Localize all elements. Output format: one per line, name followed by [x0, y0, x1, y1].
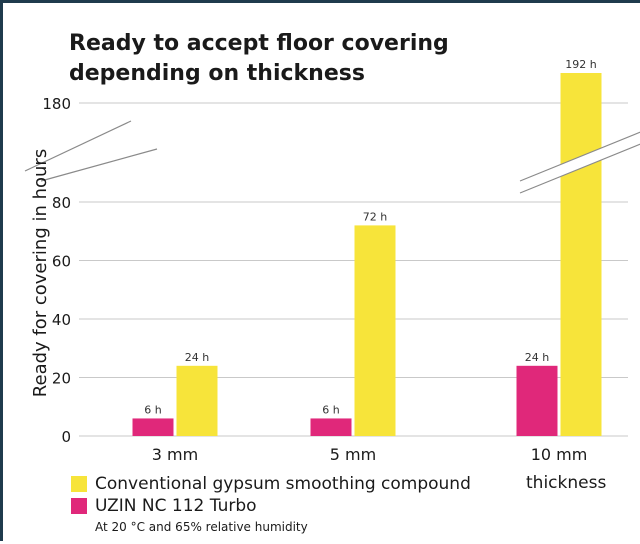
legend-label-gypsum: Conventional gypsum smoothing compound	[95, 474, 471, 494]
data-label: 24 h	[185, 351, 209, 364]
x-tick-label: 10 mm	[531, 445, 588, 464]
legend-swatch-gypsum	[71, 476, 87, 492]
axis-break-mark	[40, 148, 158, 182]
chart-title: Ready to accept floor covering depending…	[69, 29, 449, 89]
legend-label-uzin: UZIN NC 112 Turbo	[95, 496, 257, 516]
data-label: 6 h	[144, 403, 161, 416]
bar-break-band	[520, 132, 640, 193]
bar-gypsum	[354, 225, 396, 436]
data-label: 6 h	[322, 403, 339, 416]
data-label: 72 h	[363, 210, 387, 223]
legend: Conventional gypsum smoothing compound U…	[71, 473, 471, 517]
title-line-1: Ready to accept floor covering	[69, 31, 449, 56]
data-label: 24 h	[525, 351, 549, 364]
bar-uzin	[310, 418, 352, 436]
legend-item-uzin: UZIN NC 112 Turbo	[71, 495, 471, 517]
y-tick-label: 180	[42, 95, 71, 113]
y-tick-label: 20	[52, 370, 71, 388]
data-label: 192 h	[565, 58, 596, 71]
legend-item-gypsum: Conventional gypsum smoothing compound	[71, 473, 471, 495]
x-tick-label: 3 mm	[152, 445, 198, 464]
title-line-2: depending on thickness	[69, 61, 365, 86]
axis-break-mark	[24, 120, 132, 172]
y-axis-label: Ready for covering in hours	[30, 149, 51, 397]
axis-break-mark	[519, 131, 640, 182]
x-axis-label: thickness	[526, 473, 607, 493]
bar-gypsum	[176, 365, 218, 436]
y-tick-label: 40	[52, 311, 71, 329]
bar-uzin	[516, 365, 558, 436]
bar-chart: 0 20 40 60 80 180 Ready for covering in hours 6…	[24, 58, 640, 464]
y-tick-label: 0	[61, 428, 71, 446]
conditions-note: At 20 °C and 65% relative humidity	[95, 520, 308, 534]
y-tick-label: 80	[52, 194, 71, 212]
x-tick-label: 5 mm	[330, 445, 376, 464]
bar-uzin	[132, 418, 174, 436]
legend-swatch-uzin	[71, 498, 87, 514]
y-tick-label: 60	[52, 253, 71, 271]
axis-break-mark	[519, 143, 640, 194]
bar-gypsum	[560, 73, 602, 436]
